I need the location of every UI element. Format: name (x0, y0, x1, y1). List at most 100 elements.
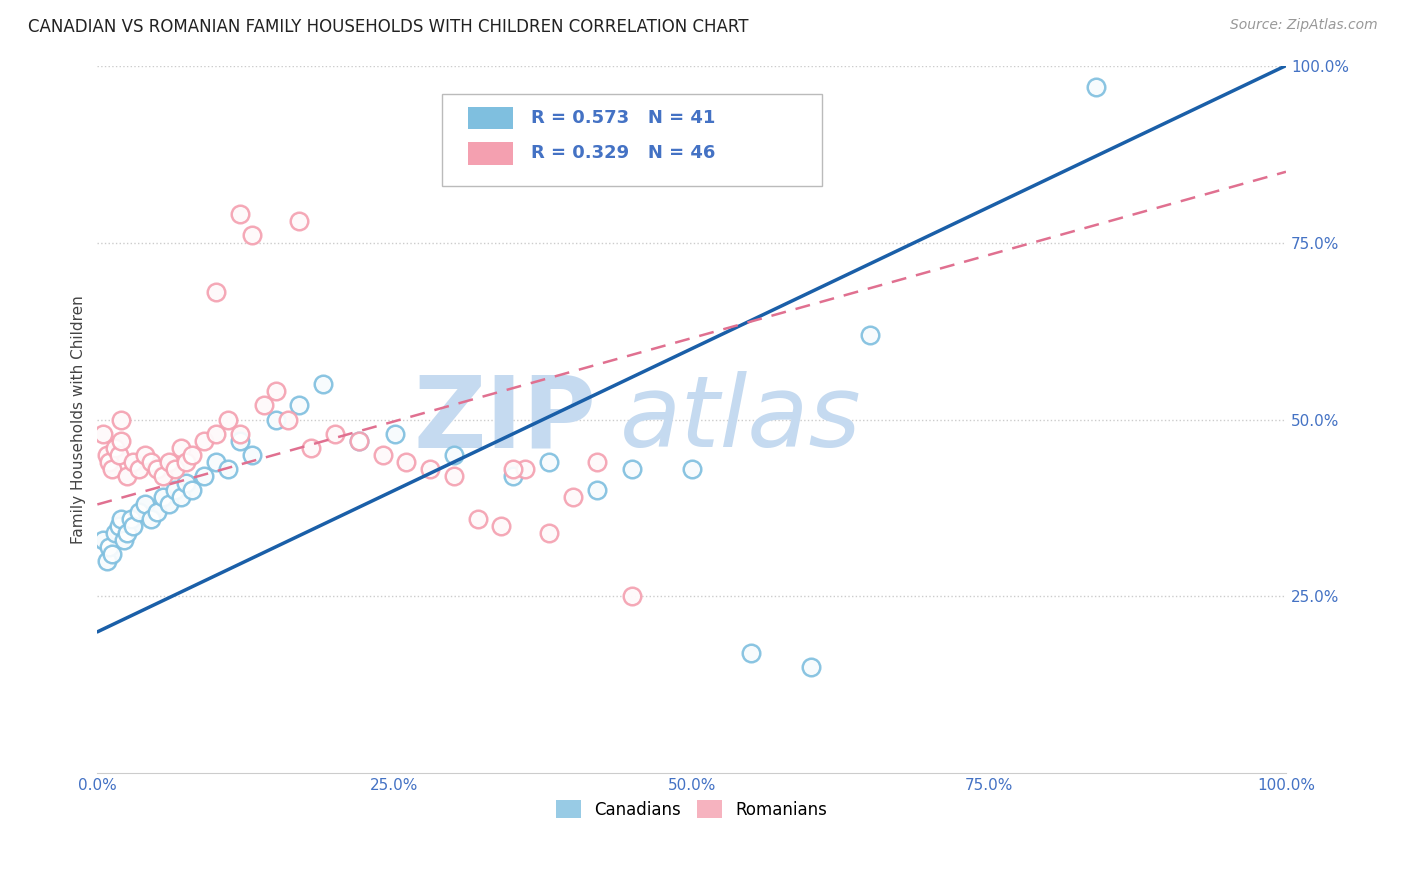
Point (100, 462, 122, 476)
Point (163, 462, 186, 476)
Point (1084, 79, 1107, 94)
Point (384, 426, 406, 441)
Point (799, 660, 821, 674)
Point (122, 455, 145, 469)
Point (181, 483, 204, 498)
Point (585, 483, 607, 498)
Text: Source: ZipAtlas.com: Source: ZipAtlas.com (1230, 18, 1378, 32)
Point (205, 426, 228, 441)
Point (112, 533, 135, 547)
Point (371, 448, 394, 462)
Point (253, 398, 276, 412)
Point (253, 398, 276, 412)
Point (384, 426, 406, 441)
Point (152, 469, 174, 483)
Point (217, 462, 239, 476)
Point (229, 426, 252, 441)
Point (146, 504, 169, 518)
Point (323, 426, 346, 441)
Point (104, 525, 127, 540)
Point (347, 434, 370, 448)
Point (163, 483, 186, 498)
Point (112, 533, 135, 547)
Point (419, 462, 441, 476)
Point (96, 448, 118, 462)
Text: CANADIAN VS ROMANIAN FAMILY HOUSEHOLDS WITH CHILDREN CORRELATION CHART: CANADIAN VS ROMANIAN FAMILY HOUSEHOLDS W… (28, 18, 748, 36)
Point (110, 412, 132, 426)
Point (181, 448, 204, 462)
Point (181, 483, 204, 498)
Point (193, 469, 215, 483)
Point (104, 525, 127, 540)
FancyBboxPatch shape (441, 94, 823, 186)
Point (299, 441, 322, 455)
Point (229, 207, 252, 221)
Point (681, 462, 703, 476)
Point (98, 540, 121, 554)
Point (193, 469, 215, 483)
Point (157, 455, 180, 469)
Point (110, 511, 132, 525)
Point (537, 455, 560, 469)
Point (288, 398, 311, 412)
Point (205, 285, 228, 299)
Point (98, 540, 121, 554)
Point (443, 448, 465, 462)
Point (110, 434, 132, 448)
Point (264, 412, 287, 426)
Point (122, 518, 145, 533)
Point (299, 441, 322, 455)
Point (347, 434, 370, 448)
Point (799, 660, 821, 674)
Point (561, 491, 583, 505)
Point (585, 455, 607, 469)
Point (229, 434, 252, 448)
Point (419, 462, 441, 476)
Text: R = 0.329   N = 46: R = 0.329 N = 46 (531, 145, 716, 162)
Point (740, 646, 762, 660)
Point (104, 441, 127, 455)
Point (277, 412, 299, 426)
Point (443, 469, 465, 483)
Point (205, 455, 228, 469)
Point (621, 590, 644, 604)
FancyBboxPatch shape (468, 142, 513, 165)
Point (157, 455, 180, 469)
Point (122, 518, 145, 533)
Point (134, 448, 156, 462)
Point (176, 455, 198, 469)
Point (91, 533, 114, 547)
Point (157, 498, 180, 512)
Point (264, 384, 287, 399)
Point (163, 462, 186, 476)
Point (537, 455, 560, 469)
Point (491, 518, 513, 533)
Point (100, 547, 122, 561)
Point (139, 511, 162, 525)
Point (217, 412, 239, 426)
Point (264, 412, 287, 426)
Point (193, 434, 215, 448)
Point (91, 426, 114, 441)
Point (107, 518, 129, 533)
Point (502, 469, 524, 483)
Point (371, 448, 394, 462)
Point (115, 469, 138, 483)
Point (288, 214, 311, 228)
Point (104, 441, 127, 455)
Point (312, 377, 335, 392)
Point (621, 462, 644, 476)
Point (128, 504, 150, 518)
Point (537, 525, 560, 540)
FancyBboxPatch shape (468, 107, 513, 129)
Point (585, 483, 607, 498)
Y-axis label: Family Households with Children: Family Households with Children (72, 295, 86, 544)
Point (134, 498, 156, 512)
Point (217, 462, 239, 476)
Point (115, 525, 138, 540)
Point (98, 455, 121, 469)
Point (443, 469, 465, 483)
Point (139, 455, 162, 469)
Point (176, 476, 198, 491)
Point (240, 448, 263, 462)
